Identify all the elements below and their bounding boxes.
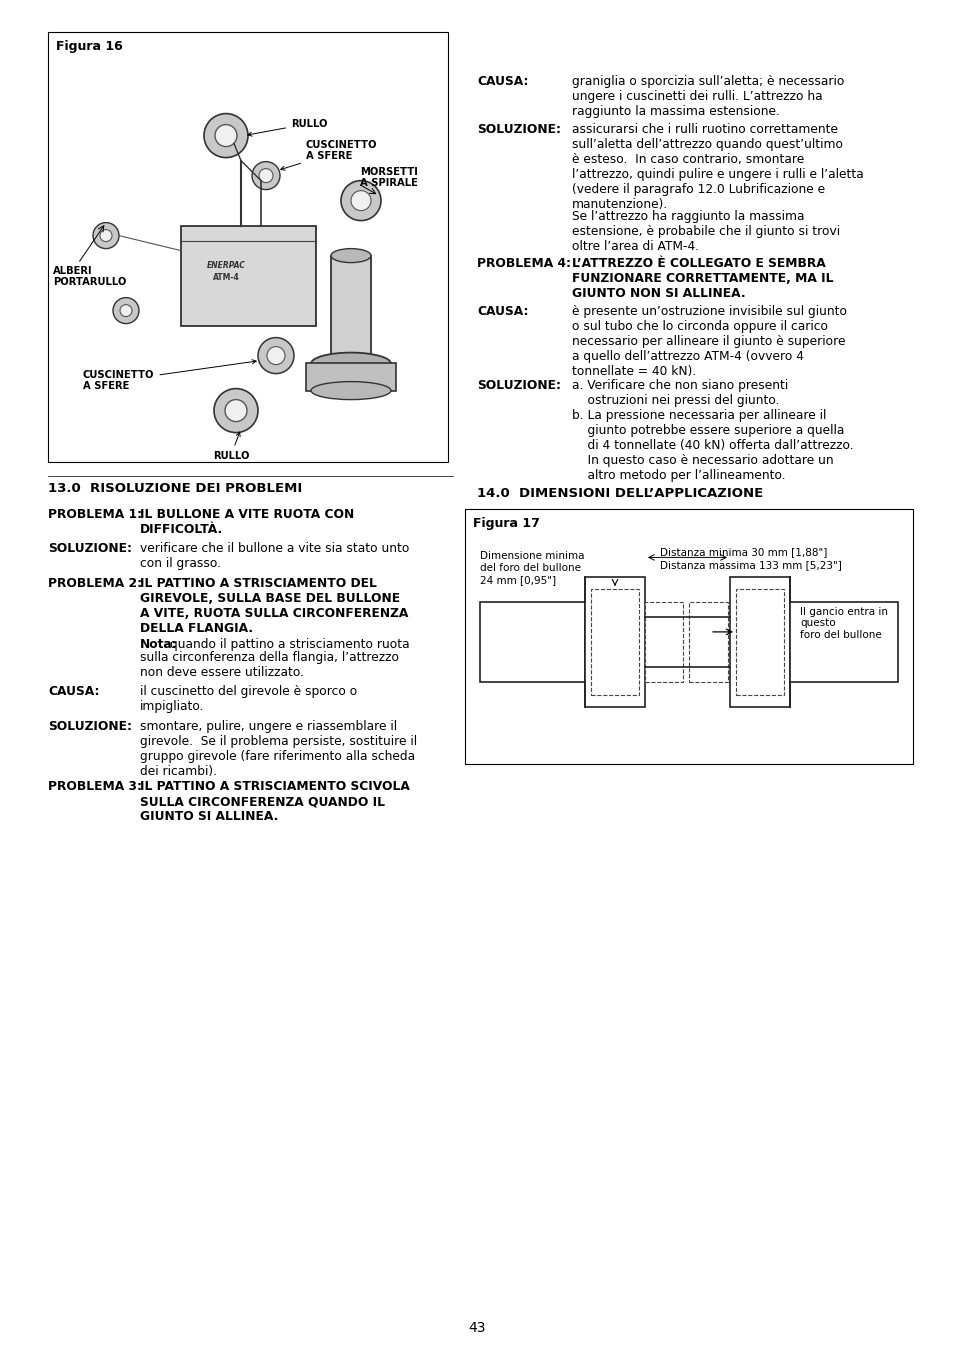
Text: Distanza minima 30 mm [1,88"]: Distanza minima 30 mm [1,88"] — [659, 547, 826, 558]
Text: smontare, pulire, ungere e riassemblare il
girevole.  Se il problema persiste, s: smontare, pulire, ungere e riassemblare … — [140, 720, 416, 778]
Text: CUSCINETTO
A SFERE: CUSCINETTO A SFERE — [280, 140, 377, 170]
Circle shape — [267, 347, 285, 364]
Circle shape — [252, 162, 280, 189]
Ellipse shape — [311, 382, 391, 400]
Circle shape — [213, 389, 257, 432]
Bar — [729, 576, 789, 707]
Text: SOLUZIONE:: SOLUZIONE: — [476, 379, 560, 391]
Bar — [306, 363, 395, 390]
Text: PROBLEMA 3:: PROBLEMA 3: — [48, 780, 142, 794]
Bar — [735, 589, 783, 695]
Text: assicurarsi che i rulli ruotino correttamente
sull’aletta dell’attrezzo quando q: assicurarsi che i rulli ruotino corretta… — [572, 123, 862, 211]
Circle shape — [120, 305, 132, 317]
Bar — [464, 509, 912, 764]
Bar — [48, 32, 448, 462]
Text: ATM-4: ATM-4 — [213, 273, 239, 282]
Text: PROBLEMA 2:: PROBLEMA 2: — [48, 576, 142, 590]
Bar — [331, 255, 371, 355]
Text: Figura 17: Figura 17 — [473, 517, 539, 531]
Text: 13.0  RISOLUZIONE DEI PROBLEMI: 13.0 RISOLUZIONE DEI PROBLEMI — [48, 482, 302, 495]
Circle shape — [204, 113, 248, 158]
Polygon shape — [181, 225, 315, 325]
Circle shape — [112, 297, 139, 324]
Text: PROBLEMA 1:: PROBLEMA 1: — [48, 508, 142, 521]
Text: verificare che il bullone a vite sia stato unto
con il grasso.: verificare che il bullone a vite sia sta… — [140, 543, 409, 571]
Text: Se l’attrezzo ha raggiunto la massima
estensione, è probabile che il giunto si t: Se l’attrezzo ha raggiunto la massima es… — [572, 209, 840, 252]
Text: Dimensione minima
del foro del bullone
24 mm [0,95"]: Dimensione minima del foro del bullone 2… — [479, 551, 584, 585]
Circle shape — [351, 190, 371, 211]
Text: PROBLEMA 4:: PROBLEMA 4: — [476, 258, 571, 270]
Text: Il gancio entra in
questo
foro del bullone: Il gancio entra in questo foro del bullo… — [800, 608, 887, 640]
Circle shape — [92, 223, 119, 248]
Circle shape — [257, 338, 294, 374]
Bar — [644, 602, 682, 682]
Bar — [584, 576, 644, 707]
Text: CAUSA:: CAUSA: — [476, 305, 528, 319]
Text: SOLUZIONE:: SOLUZIONE: — [48, 543, 132, 555]
Text: Figura 16: Figura 16 — [56, 40, 123, 53]
Bar — [789, 602, 897, 682]
Circle shape — [340, 181, 380, 220]
Text: è presente un’ostruzione invisibile sul giunto
o sul tubo che lo circonda oppure: è presente un’ostruzione invisibile sul … — [572, 305, 846, 378]
Text: SOLUZIONE:: SOLUZIONE: — [48, 720, 132, 733]
Text: SOLUZIONE:: SOLUZIONE: — [476, 123, 560, 135]
Text: graniglia o sporcizia sull’aletta; è necessario
ungere i cuscinetti dei rulli. L: graniglia o sporcizia sull’aletta; è nec… — [572, 76, 843, 117]
Ellipse shape — [311, 352, 391, 374]
Circle shape — [225, 400, 247, 421]
Circle shape — [100, 230, 112, 242]
Text: ENERPAC: ENERPAC — [207, 261, 245, 270]
Text: IL BULLONE A VITE RUOTA CON
DIFFICOLTÀ.: IL BULLONE A VITE RUOTA CON DIFFICOLTÀ. — [140, 508, 354, 536]
Circle shape — [258, 169, 273, 182]
Text: 14.0  DIMENSIONI DELL’APPLICAZIONE: 14.0 DIMENSIONI DELL’APPLICAZIONE — [476, 487, 762, 501]
Text: IL PATTINO A STRISCIAMENTO SCIVOLA
SULLA CIRCONFERENZA QUANDO IL
GIUNTO SI ALLIN: IL PATTINO A STRISCIAMENTO SCIVOLA SULLA… — [140, 780, 410, 824]
Text: L’ATTREZZO È COLLEGATO E SEMBRA
FUNZIONARE CORRETTAMENTE, MA IL
GIUNTO NON SI AL: L’ATTREZZO È COLLEGATO E SEMBRA FUNZIONA… — [572, 258, 833, 301]
Text: il cuscinetto del girevole è sporco o
impigliato.: il cuscinetto del girevole è sporco o im… — [140, 686, 356, 713]
Text: CAUSA:: CAUSA: — [48, 686, 99, 698]
Text: 43: 43 — [468, 1322, 485, 1335]
Bar — [590, 589, 639, 695]
Text: RULLO: RULLO — [248, 119, 327, 136]
Text: Distanza massima 133 mm [5,23"]: Distanza massima 133 mm [5,23"] — [659, 560, 841, 571]
Text: sulla circonferenza della flangia, l’attrezzo
non deve essere utilizzato.: sulla circonferenza della flangia, l’att… — [140, 651, 398, 679]
Text: RULLO: RULLO — [213, 432, 249, 460]
Ellipse shape — [331, 248, 371, 263]
Text: ALBERI
PORTARULLO: ALBERI PORTARULLO — [53, 266, 126, 288]
Circle shape — [214, 124, 236, 147]
Text: IL PATTINO A STRISCIAMENTO DEL
GIREVOLE, SULLA BASE DEL BULLONE
A VITE, RUOTA SU: IL PATTINO A STRISCIAMENTO DEL GIREVOLE,… — [140, 576, 408, 634]
Text: quando il pattino a strisciamento ruota: quando il pattino a strisciamento ruota — [170, 637, 409, 651]
Text: CUSCINETTO
A SFERE: CUSCINETTO A SFERE — [83, 359, 256, 392]
Bar — [689, 602, 727, 682]
Text: a. Verificare che non siano presenti
    ostruzioni nei pressi del giunto.
b. La: a. Verificare che non siano presenti ost… — [572, 379, 853, 482]
Text: CAUSA:: CAUSA: — [476, 76, 528, 88]
Text: Nota:: Nota: — [140, 637, 177, 651]
Text: MORSETTI
A SPIRALE: MORSETTI A SPIRALE — [359, 167, 417, 189]
Bar — [479, 602, 584, 682]
